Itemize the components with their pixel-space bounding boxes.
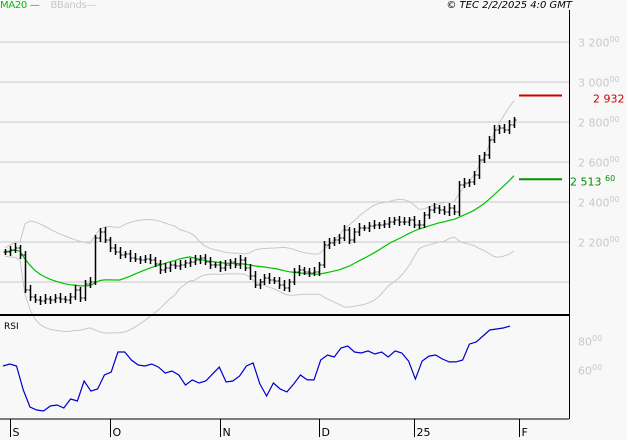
- y-tick-dec: 00: [609, 35, 620, 44]
- y-tick-int: 2 800: [578, 116, 610, 130]
- x-tick-label: 25: [416, 426, 431, 439]
- y-tick-label: 2 80000: [578, 115, 620, 130]
- ma20-dec: 60: [605, 174, 616, 183]
- y-tick-label: 2 60000: [578, 155, 620, 170]
- bband-upper: [4, 100, 515, 255]
- ma20-int: 2 513: [570, 175, 602, 189]
- y-tick-dec: 00: [609, 235, 620, 244]
- rsi-tick-int: 60: [578, 364, 592, 378]
- y-tick-int: 2 400: [578, 196, 610, 210]
- upper-band-int: 2 932: [593, 92, 625, 106]
- rsi-tick-int: 80: [578, 335, 592, 349]
- copyright: © TEC 2/2/2025 4:0 GMT: [446, 0, 572, 11]
- rsi-line: [2, 325, 511, 412]
- rsi-tick-label: 8000: [578, 334, 602, 349]
- bband-lower: [4, 236, 515, 334]
- y-tick-dec: 00: [609, 75, 620, 84]
- upper-band-last-value: 2 932 6: [593, 91, 627, 106]
- y-tick-label: 2 40000: [578, 195, 620, 210]
- x-tick-label: D: [321, 426, 330, 439]
- y-tick-label: 3 20000: [578, 35, 620, 50]
- y-tick-int: 2 200: [578, 236, 610, 250]
- rsi-tick-dec: 00: [592, 333, 603, 343]
- y-tick-dec: 00: [609, 115, 620, 124]
- rsi-tick-label: 6000: [578, 363, 602, 378]
- x-tick-label: S: [12, 426, 20, 439]
- y-tick-int: 3 000: [578, 76, 610, 90]
- y-tick-dec: 00: [609, 155, 620, 164]
- legend-bbands: BBands—: [50, 0, 97, 11]
- ma20-line: [4, 175, 515, 287]
- legend-ma20: MA20 —: [0, 0, 40, 11]
- legend: MA20 — BBands—: [0, 0, 96, 11]
- ma20-last-value: 2 513 60: [570, 174, 615, 189]
- rsi-panel-label: RSI: [4, 322, 19, 332]
- x-tick-label: N: [222, 426, 231, 439]
- y-tick-int: 3 200: [578, 36, 610, 50]
- legend-bbands-label: BBands: [50, 0, 87, 11]
- x-tick-label: F: [521, 426, 528, 439]
- x-tick-label: O: [112, 426, 122, 439]
- y-tick-label: 2 20000: [578, 235, 620, 250]
- y-tick-dec: 00: [609, 195, 620, 204]
- rsi-tick-dec: 00: [592, 362, 603, 372]
- legend-ma20-label: MA20: [0, 0, 27, 11]
- y-tick-label: 3 00000: [578, 75, 620, 90]
- y-tick-int: 2 600: [578, 156, 610, 170]
